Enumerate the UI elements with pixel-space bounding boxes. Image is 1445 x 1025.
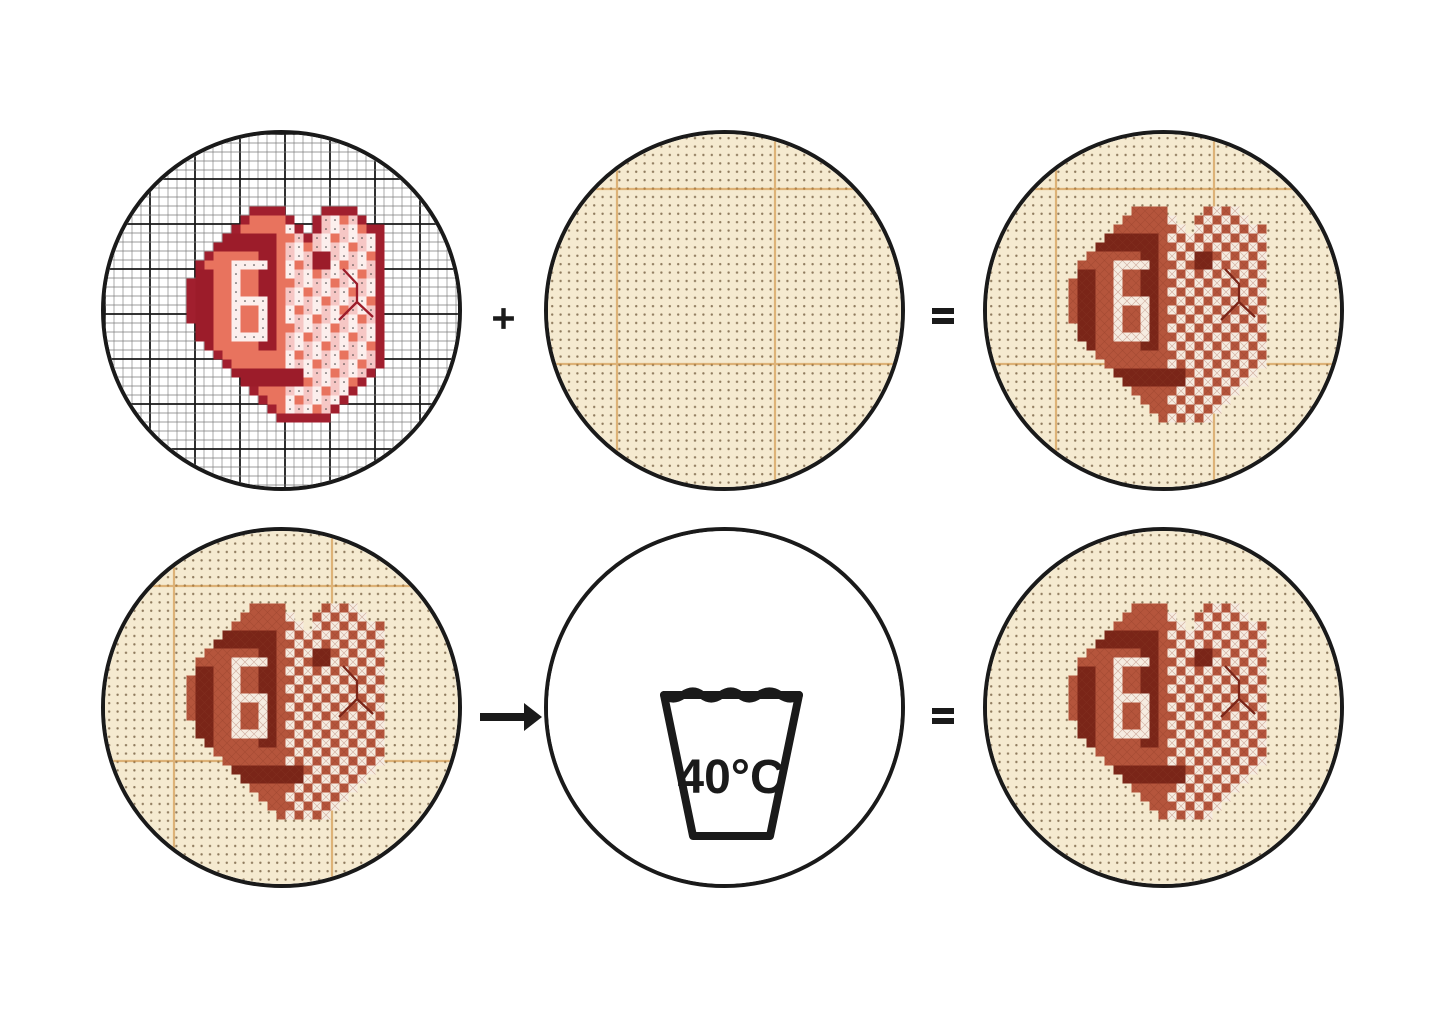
- svg-text:40°C: 40°C: [677, 751, 784, 804]
